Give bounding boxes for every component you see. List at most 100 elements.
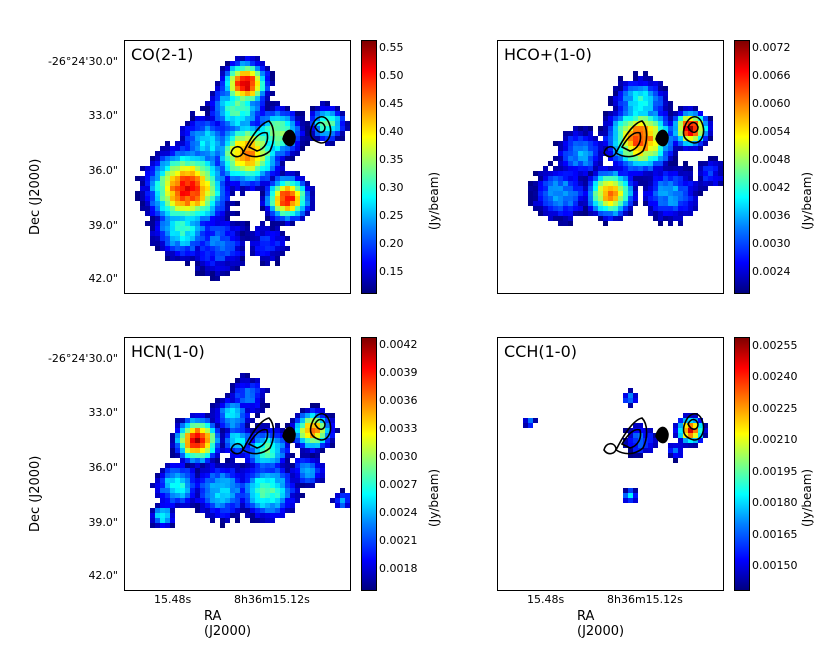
- map-pixel: [295, 463, 300, 468]
- map-pixel: [673, 448, 678, 453]
- map-pixel: [628, 171, 633, 176]
- map-pixel: [225, 216, 230, 221]
- map-pixel: [678, 121, 683, 126]
- map-pixel: [658, 166, 663, 171]
- map-pixel: [180, 241, 185, 246]
- map-pixel: [215, 161, 220, 166]
- map-pixel: [210, 206, 215, 211]
- map-pixel: [648, 116, 653, 121]
- map-pixel: [683, 141, 688, 146]
- map-pixel: [633, 393, 638, 398]
- map-pixel: [250, 61, 255, 66]
- map-pixel: [270, 483, 275, 488]
- map-pixel: [658, 186, 663, 191]
- map-pixel: [250, 161, 255, 166]
- map-pixel: [568, 186, 573, 191]
- map-pixel: [593, 161, 598, 166]
- map-pixel: [160, 211, 165, 216]
- map-pixel: [658, 101, 663, 106]
- map-pixel: [588, 181, 593, 186]
- map-pixel: [235, 56, 240, 61]
- map-pixel: [190, 448, 195, 453]
- map-pixel: [265, 458, 270, 463]
- map-pixel: [340, 498, 345, 503]
- y-tick-label: 36.0": [88, 164, 118, 177]
- map-pixel: [553, 141, 558, 146]
- map-pixel: [300, 423, 305, 428]
- map-pixel: [260, 423, 265, 428]
- map-pixel: [180, 151, 185, 156]
- map-pixel: [225, 458, 230, 463]
- map-pixel: [608, 136, 613, 141]
- map-pixel: [533, 186, 538, 191]
- map-pixel: [230, 463, 235, 468]
- map-pixel: [235, 166, 240, 171]
- map-pixel: [175, 488, 180, 493]
- map-pixel: [230, 201, 235, 206]
- map-pixel: [683, 106, 688, 111]
- map-pixel: [265, 498, 270, 503]
- map-pixel: [265, 101, 270, 106]
- map-pixel: [220, 241, 225, 246]
- map-pixel: [200, 443, 205, 448]
- map-pixel: [698, 111, 703, 116]
- map-pixel: [220, 206, 225, 211]
- map-pixel: [230, 468, 235, 473]
- map-pixel: [320, 473, 325, 478]
- map-pixel: [255, 181, 260, 186]
- map-pixel: [663, 156, 668, 161]
- map-pixel: [225, 261, 230, 266]
- map-pixel: [210, 151, 215, 156]
- map-pixel: [200, 186, 205, 191]
- map-pixel: [220, 433, 225, 438]
- map-pixel: [200, 211, 205, 216]
- colorbar-tick-label: 0.0021: [379, 534, 418, 547]
- map-pixel: [255, 81, 260, 86]
- map-pixel: [703, 186, 708, 191]
- map-pixel: [325, 433, 330, 438]
- map-pixel: [573, 191, 578, 196]
- map-pixel: [170, 493, 175, 498]
- map-pixel: [240, 498, 245, 503]
- map-pixel: [673, 141, 678, 146]
- map-pixel: [175, 166, 180, 171]
- map-pixel: [568, 166, 573, 171]
- map-pixel: [588, 131, 593, 136]
- map-pixel: [195, 221, 200, 226]
- map-pixel: [205, 201, 210, 206]
- map-pixel: [300, 418, 305, 423]
- map-pixel: [603, 136, 608, 141]
- map-pixel: [563, 136, 568, 141]
- map-pixel: [578, 166, 583, 171]
- panel-label: CO(2-1): [129, 45, 196, 64]
- map-pixel: [663, 201, 668, 206]
- map-pixel: [698, 136, 703, 141]
- map-pixel: [245, 106, 250, 111]
- map-pixel: [230, 473, 235, 478]
- map-pixel: [215, 151, 220, 156]
- map-pixel: [678, 191, 683, 196]
- map-pixel: [175, 246, 180, 251]
- map-pixel: [673, 201, 678, 206]
- map-pixel: [668, 146, 673, 151]
- map-pixel: [220, 251, 225, 256]
- map-pixel: [175, 186, 180, 191]
- contour-line: [282, 129, 296, 147]
- map-pixel: [165, 231, 170, 236]
- map-pixel: [678, 211, 683, 216]
- map-pixel: [205, 171, 210, 176]
- map-pixel: [598, 131, 603, 136]
- map-pixel: [623, 196, 628, 201]
- map-pixel: [150, 216, 155, 221]
- map-pixel: [250, 111, 255, 116]
- map-pixel: [255, 498, 260, 503]
- map-pixel: [255, 116, 260, 121]
- map-pixel: [280, 251, 285, 256]
- map-pixel: [210, 413, 215, 418]
- map-pixel: [613, 126, 618, 131]
- map-pixel: [270, 156, 275, 161]
- map-pixel: [563, 131, 568, 136]
- map-pixel: [285, 478, 290, 483]
- map-pixel: [643, 181, 648, 186]
- map-pixel: [698, 171, 703, 176]
